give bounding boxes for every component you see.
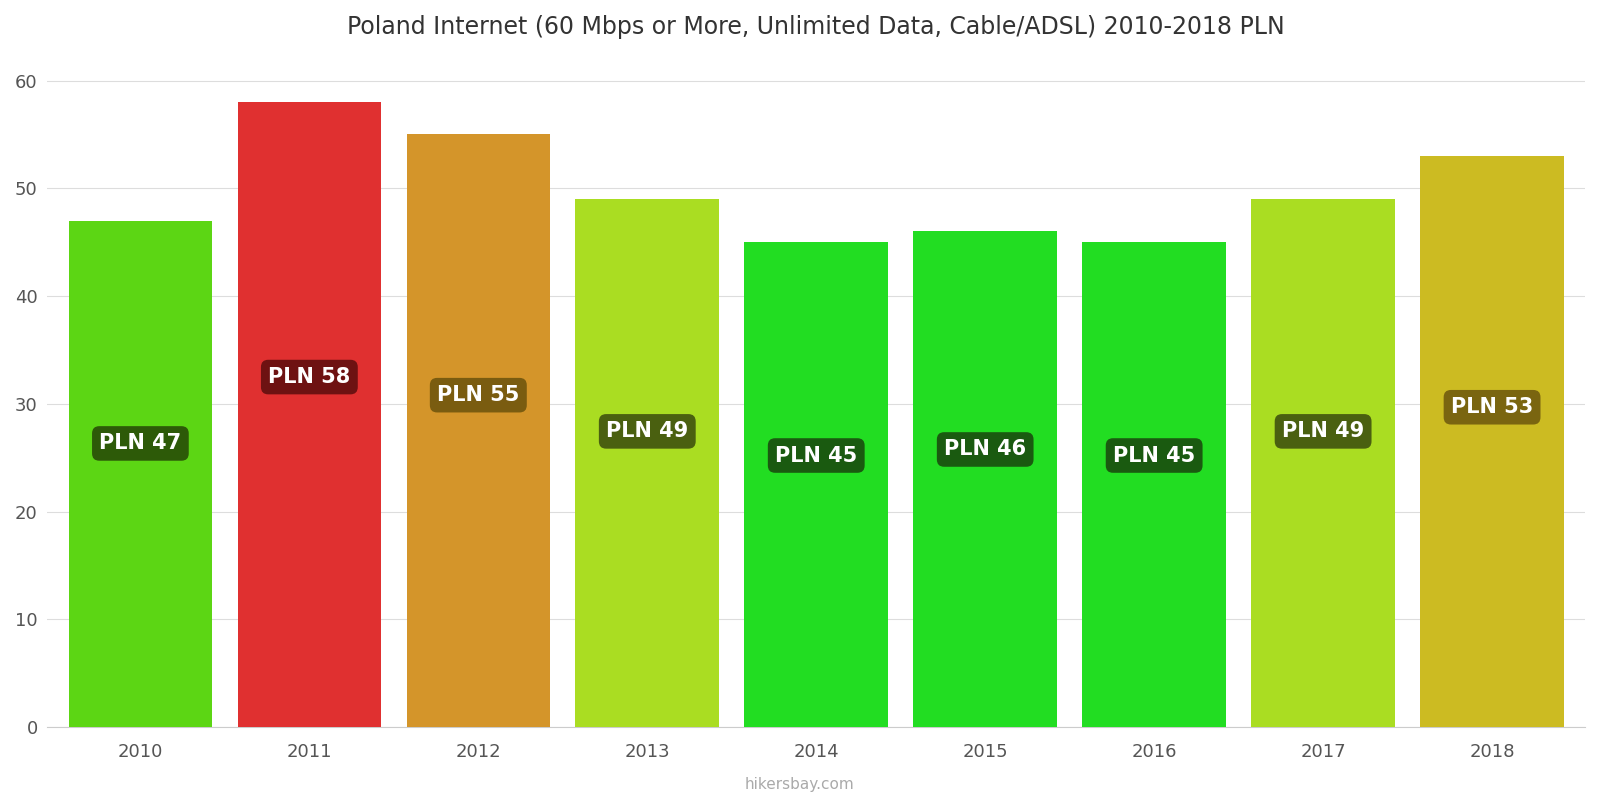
Bar <box>406 134 550 727</box>
Bar <box>237 102 381 727</box>
Title: Poland Internet (60 Mbps or More, Unlimited Data, Cable/ADSL) 2010-2018 PLN: Poland Internet (60 Mbps or More, Unlimi… <box>347 15 1285 39</box>
Text: PLN 45: PLN 45 <box>1114 446 1195 466</box>
Bar <box>1251 199 1395 727</box>
Bar <box>69 221 213 727</box>
Text: PLN 45: PLN 45 <box>774 446 858 466</box>
Text: hikersbay.com: hikersbay.com <box>746 777 854 792</box>
Text: PLN 49: PLN 49 <box>606 422 688 442</box>
Text: PLN 55: PLN 55 <box>437 385 520 405</box>
Text: PLN 47: PLN 47 <box>99 434 181 454</box>
Bar <box>744 242 888 727</box>
Text: PLN 58: PLN 58 <box>269 367 350 387</box>
Text: PLN 49: PLN 49 <box>1282 422 1365 442</box>
Text: PLN 53: PLN 53 <box>1451 398 1533 418</box>
Bar <box>1421 156 1563 727</box>
Bar <box>914 231 1058 727</box>
Bar <box>1082 242 1226 727</box>
Text: PLN 46: PLN 46 <box>944 439 1026 459</box>
Bar <box>576 199 718 727</box>
